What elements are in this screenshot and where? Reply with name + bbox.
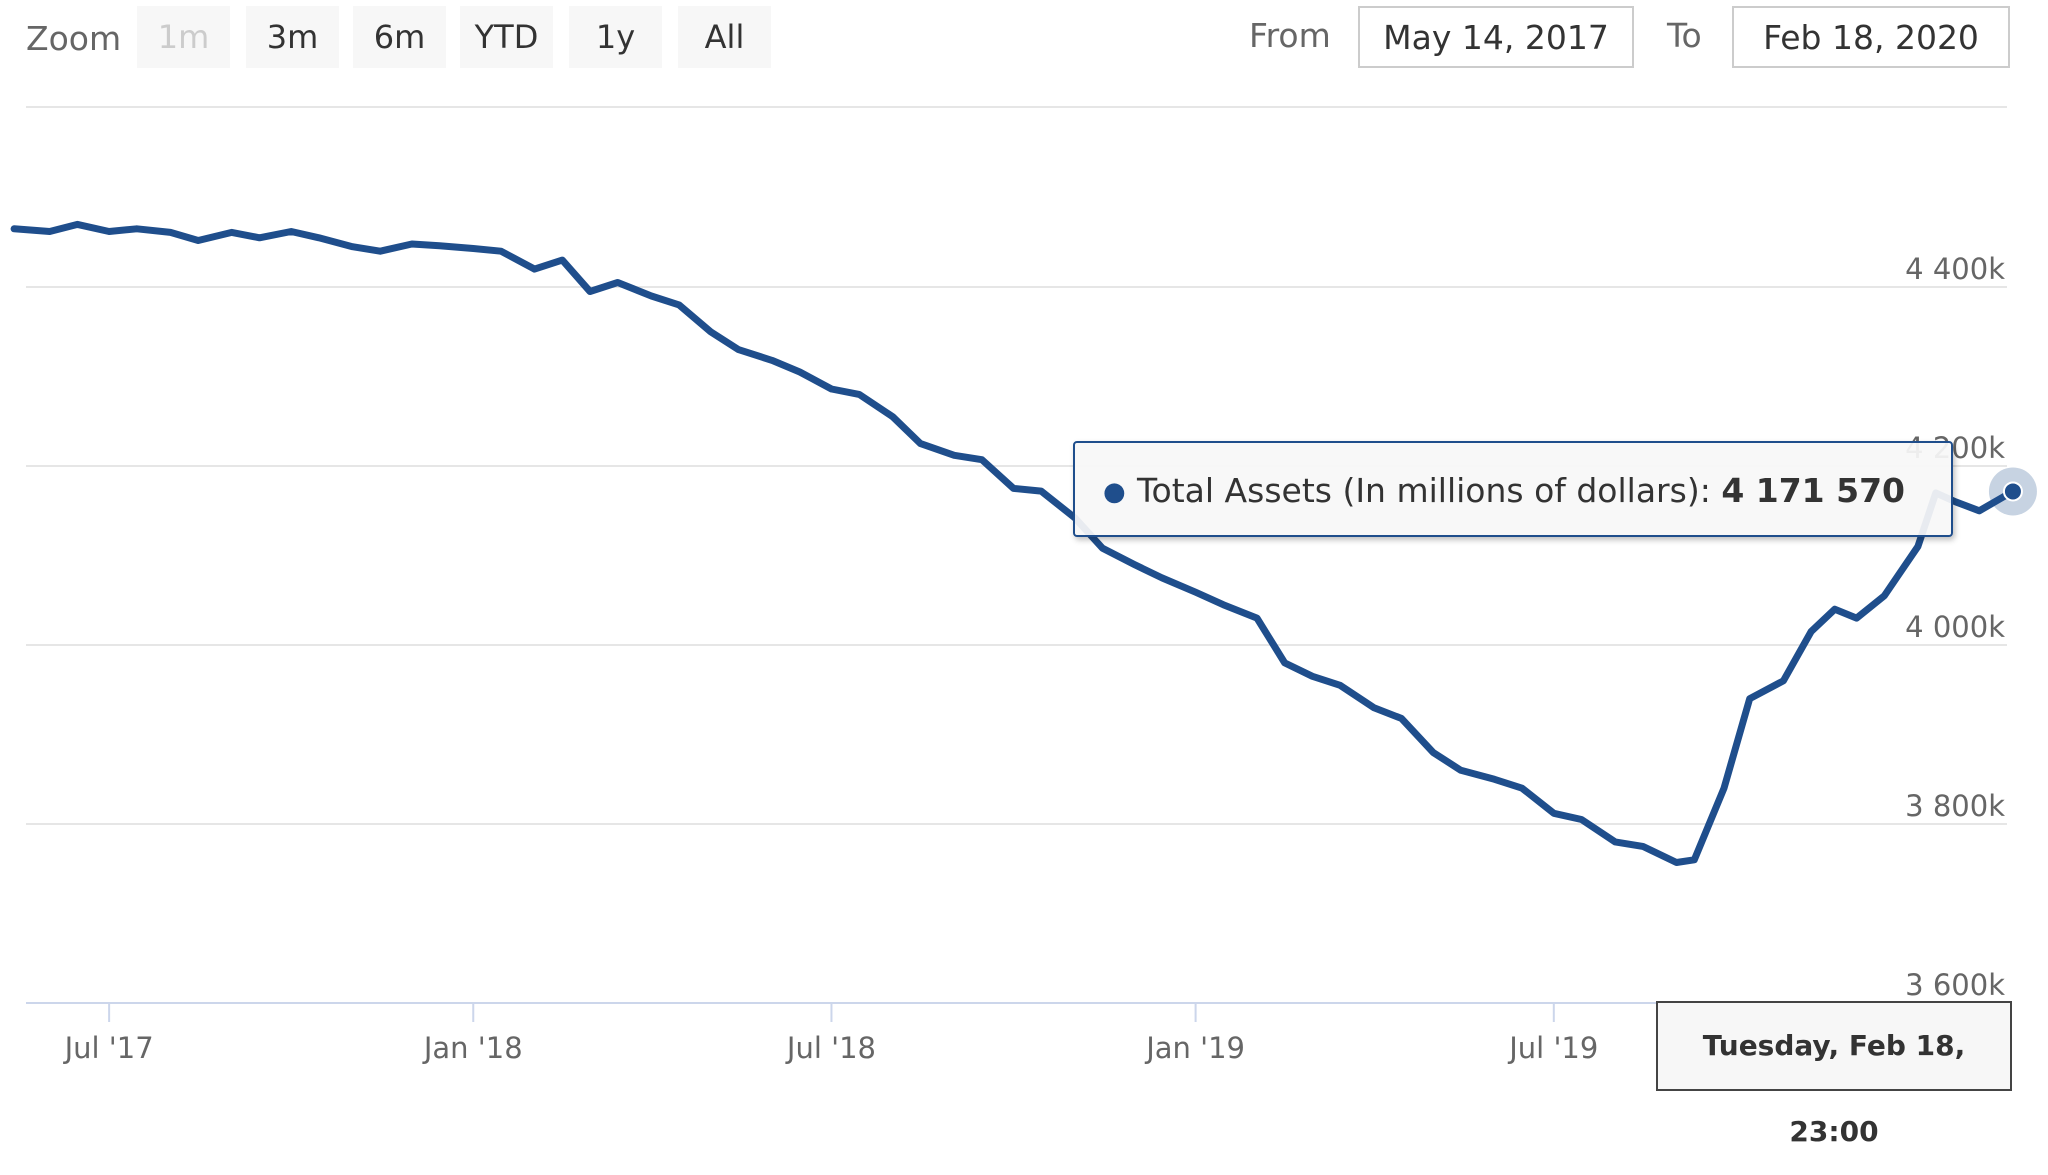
grid-lines <box>26 106 2007 825</box>
y-tick-label: 4 000k <box>1905 610 2005 644</box>
x-tick-label: Jan '19 <box>1144 1031 1245 1065</box>
from-date-input[interactable] <box>1358 6 1634 68</box>
series-total-assets <box>10 220 2037 866</box>
series-marker-icon: ● <box>1103 477 1126 507</box>
x-tick-label: Jul '18 <box>785 1031 876 1065</box>
from-label: From <box>1249 16 1331 55</box>
x-tick-label: Jan '18 <box>422 1031 523 1065</box>
crosshair-date-label: Tuesday, Feb 18, 23:00 <box>1656 1001 2012 1148</box>
zoom-bar: Zoom 1m 3m 6m YTD 1y All From To <box>0 0 2048 80</box>
x-tick-label: Jul '17 <box>63 1031 154 1065</box>
tooltip-text: Total Assets (In millions of dollars): 4… <box>1137 471 1905 510</box>
y-tick-label: 3 800k <box>1905 789 2005 823</box>
zoom-3m-button[interactable]: 3m <box>246 6 339 68</box>
x-tick-label: Jul '19 <box>1507 1031 1598 1065</box>
zoom-1m-button[interactable]: 1m <box>137 6 230 68</box>
hover-point-marker <box>2002 481 2023 502</box>
tooltip-value: 4 171 570 <box>1721 471 1906 510</box>
zoom-6m-button[interactable]: 6m <box>353 6 446 68</box>
tooltip: ● Total Assets (In millions of dollars):… <box>1073 441 1953 537</box>
x-axis-labels: Jul '17 Jan '18 Jul '18 Jan '19 Jul '19 <box>63 1031 1599 1065</box>
to-label: To <box>1667 16 1702 55</box>
y-tick-label: 3 600k <box>1905 968 2005 1002</box>
zoom-1y-button[interactable]: 1y <box>569 6 662 68</box>
zoom-label: Zoom <box>26 19 122 58</box>
y-tick-label: 4 400k <box>1905 252 2005 286</box>
series-line <box>10 220 2017 866</box>
tooltip-series-label: Total Assets (In millions of dollars): <box>1137 471 1711 510</box>
zoom-all-button[interactable]: All <box>678 6 771 68</box>
zoom-ytd-button[interactable]: YTD <box>460 6 553 68</box>
to-date-input[interactable] <box>1732 6 2010 68</box>
